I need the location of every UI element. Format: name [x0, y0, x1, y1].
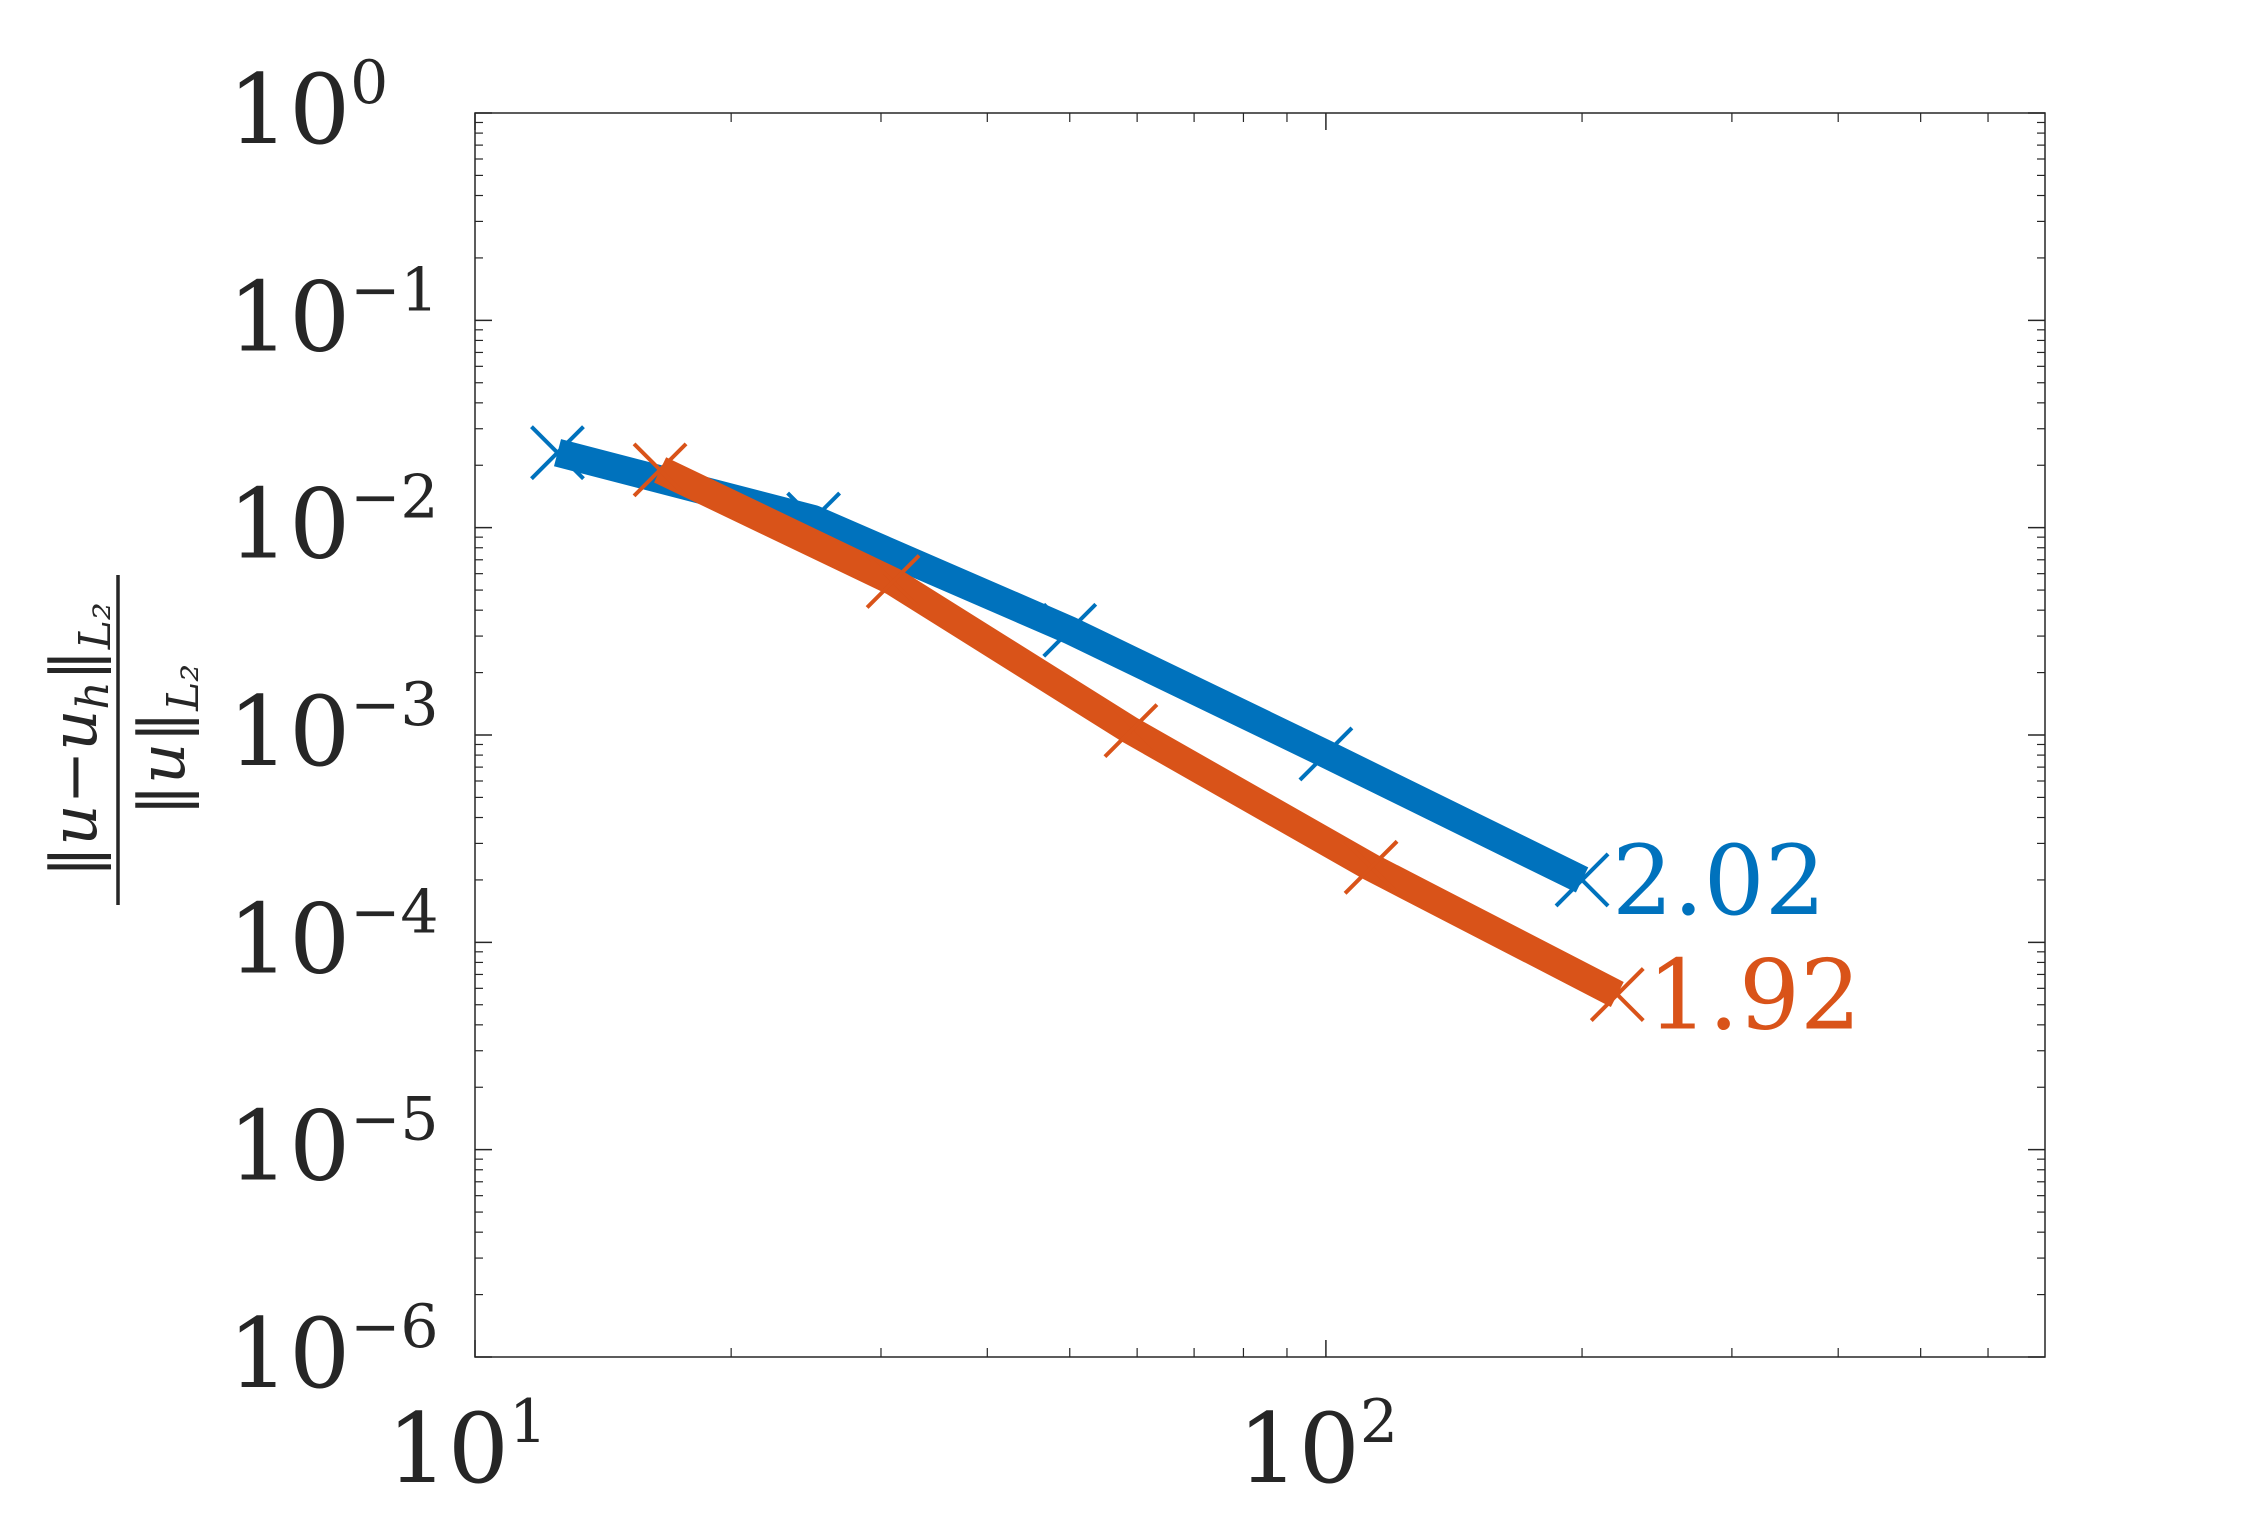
- marker-stroke: [865, 554, 921, 609]
- x-tick-label: 101: [387, 1387, 547, 1505]
- y-axis-label: ‖u−uh‖L₂‖u‖L₂: [38, 575, 209, 905]
- series-0-marker-x: [1554, 852, 1610, 908]
- major-ticks: [474, 112, 2045, 1358]
- series-0-marker-x: [530, 425, 585, 481]
- marker-stroke: [1042, 602, 1098, 658]
- series-1-marker-x: [1343, 839, 1399, 895]
- series-layer: 2.021.92: [530, 425, 1861, 1052]
- marker-stroke: [1589, 967, 1645, 1022]
- marker-stroke: [632, 442, 688, 498]
- y-tick-label: 10−2: [228, 463, 439, 581]
- y-tick-label: 10−5: [228, 1085, 439, 1203]
- series-0-slope-label: 2.02: [1612, 825, 1826, 937]
- series-1-slope-label: 1.92: [1647, 940, 1861, 1052]
- minor-ticks: [475, 113, 2045, 1357]
- marker-stroke: [1554, 852, 1610, 908]
- series-1-marker-x: [1103, 703, 1159, 759]
- y-tick-label: 10−3: [228, 670, 439, 788]
- y-tick-label: 100: [228, 48, 388, 166]
- series-1-marker-x: [1589, 967, 1645, 1022]
- marker-stroke: [1298, 726, 1354, 782]
- series-1-marker-x: [865, 554, 921, 609]
- y-axis-label-expression: ‖u−uh‖L₂‖u‖L₂: [38, 575, 209, 905]
- marker-stroke: [530, 425, 585, 481]
- marker-stroke: [1343, 839, 1399, 895]
- marker-stroke: [1103, 703, 1159, 759]
- y-tick-label: 10−1: [228, 255, 439, 373]
- series-1-marker-x: [632, 442, 688, 498]
- y-tick-label: 10−4: [228, 877, 439, 995]
- y-tick-label: 10−6: [228, 1292, 439, 1410]
- series-0-marker-x: [1298, 726, 1354, 782]
- series-0-marker-x: [1042, 602, 1098, 658]
